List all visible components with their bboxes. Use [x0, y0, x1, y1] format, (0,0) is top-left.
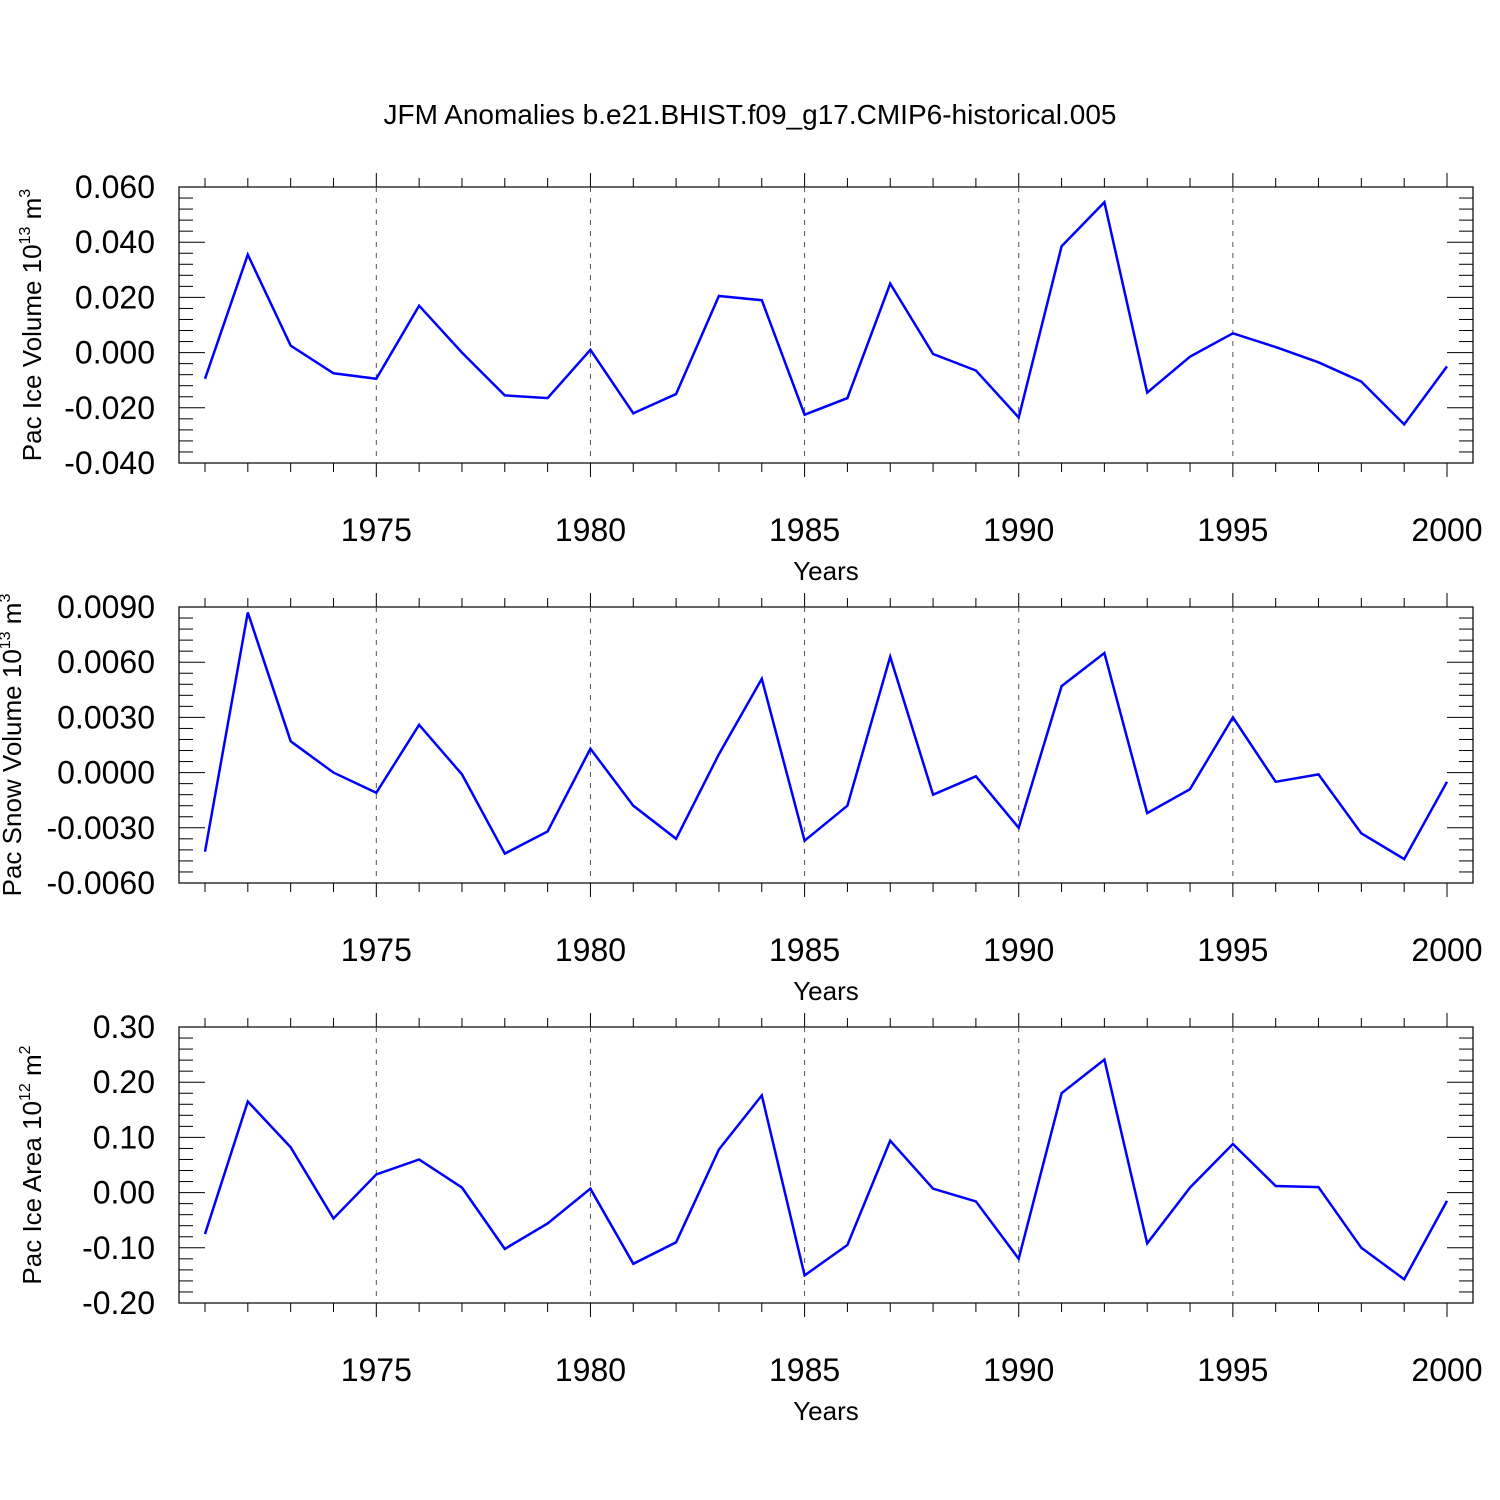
y-tick-label: 0.0060 — [57, 644, 155, 680]
x-axis-label: Years — [793, 1396, 859, 1426]
x-tick-label: 1990 — [983, 1352, 1054, 1388]
x-tick-label: 1975 — [341, 932, 412, 968]
x-tick-label: 1985 — [769, 1352, 840, 1388]
y-tick-label: -0.20 — [82, 1285, 155, 1321]
x-tick-label: 1980 — [555, 932, 626, 968]
x-tick-label: 1995 — [1197, 932, 1268, 968]
x-tick-label: 1995 — [1197, 1352, 1268, 1388]
plot-frame — [178, 186, 1474, 464]
chart-title: JFM Anomalies b.e21.BHIST.f09_g17.CMIP6-… — [383, 99, 1116, 130]
y-tick-label: 0.20 — [93, 1064, 155, 1100]
x-tick-label: 2000 — [1411, 1352, 1482, 1388]
y-tick-label: 0.0090 — [57, 589, 155, 625]
y-tick-label: -0.020 — [64, 390, 155, 426]
y-tick-label: 0.00 — [93, 1175, 155, 1211]
y-tick-label: 0.0000 — [57, 755, 155, 791]
y-tick-label: -0.0030 — [46, 810, 155, 846]
series-line — [203, 199, 1449, 427]
panel-3: -0.20 -0.10 0.00 0.10 0.20 0.30 1975 1980 1985 19… — [17, 1009, 1483, 1426]
y-tick-label: 0.0030 — [57, 699, 155, 735]
y-tick-label: 0.10 — [93, 1119, 155, 1155]
x-tick-label: 1975 — [341, 1352, 412, 1388]
y-tick-label: 0.020 — [75, 279, 155, 315]
x-tick-label: 2000 — [1411, 932, 1482, 968]
panel-2: -0.0060 -0.0030 0.0000 0.0030 0.0060 0.0090 19… — [0, 589, 1483, 1006]
y-tick-label: 0.000 — [75, 335, 155, 371]
x-axis-label: Years — [793, 556, 859, 586]
x-tick-label: 1985 — [769, 932, 840, 968]
y-tick-label: -0.0060 — [46, 865, 155, 901]
plot-frame — [178, 1026, 1474, 1304]
y-tick-label: -0.040 — [64, 445, 155, 481]
x-tick-label: 1985 — [769, 512, 840, 548]
x-tick-label: 1975 — [341, 512, 412, 548]
x-tick-label: 1995 — [1197, 512, 1268, 548]
x-tick-label: 2000 — [1411, 512, 1482, 548]
x-tick-label: 1980 — [555, 1352, 626, 1388]
y-axis-label: Pac Ice Area 1012 m2 — [17, 1045, 47, 1284]
x-tick-label: 1980 — [555, 512, 626, 548]
y-tick-label: 0.30 — [93, 1009, 155, 1045]
y-tick-label: 0.040 — [75, 224, 155, 260]
plot-frame — [178, 606, 1474, 884]
x-tick-label: 1990 — [983, 512, 1054, 548]
y-tick-label: 0.060 — [75, 169, 155, 205]
series-line — [203, 612, 1449, 861]
y-axis-label: Pac Snow Volume 1013 m3 — [0, 594, 27, 897]
y-tick-label: -0.10 — [82, 1230, 155, 1266]
series-line — [203, 1057, 1449, 1282]
x-axis-label: Years — [793, 976, 859, 1006]
panel-1: -0.040 -0.020 0.000 0.020 0.040 0.060 1975 1980… — [17, 169, 1483, 586]
y-axis-label: Pac Ice Volume 1013 m3 — [17, 189, 47, 462]
x-tick-label: 1990 — [983, 932, 1054, 968]
